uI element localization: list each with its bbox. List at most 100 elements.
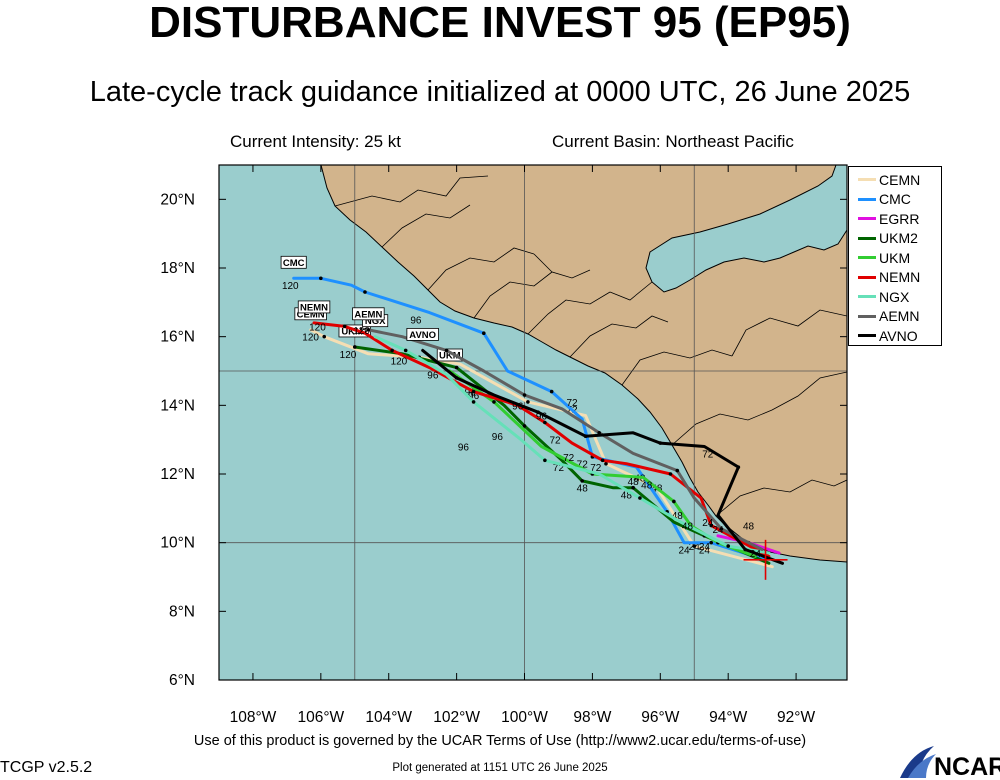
track-point <box>743 547 747 552</box>
legend-swatch <box>858 295 876 299</box>
lon-tick-label: 102°W <box>433 709 480 726</box>
track-point <box>390 348 394 353</box>
tau-label: 96 <box>465 388 477 399</box>
lat-tick-label: 14°N <box>160 397 195 414</box>
tau-label: 96 <box>492 432 504 443</box>
tau-label: 96 <box>427 370 439 381</box>
legend-label: NEMN <box>879 269 921 286</box>
tau-label: 48 <box>672 511 684 522</box>
track-label-box <box>406 327 439 341</box>
tau-label: 96 <box>536 412 548 423</box>
axis-ticks: 108°W 106°W 104°W 102°W 100°W 98°W 96°W 94°W 92°… <box>160 165 847 726</box>
legend-item-egrr: EGRR <box>849 209 941 229</box>
track-line <box>366 328 764 551</box>
track-point <box>580 479 585 483</box>
lat-tick-label: 18°N <box>160 260 195 277</box>
track-point <box>444 348 449 353</box>
tau-label: 96 <box>512 401 524 412</box>
track-point <box>726 544 730 548</box>
legend-label: UKM2 <box>879 230 918 247</box>
track-point <box>471 389 476 394</box>
lon-tick-label: 100°W <box>501 709 548 726</box>
legend-label: CEMN <box>879 171 921 188</box>
track-point <box>709 523 714 528</box>
track-line <box>353 345 771 565</box>
lat-tick-label: 10°N <box>160 535 195 552</box>
legend-label: AVNO <box>879 327 918 344</box>
tau-label: 24 <box>699 542 711 553</box>
track-label: UKM2 <box>341 326 368 337</box>
track-point <box>549 389 554 394</box>
track-label: AVNO <box>409 330 436 341</box>
track-point <box>363 290 367 294</box>
track-label: CEMN <box>297 309 325 320</box>
tau-label: 72 <box>563 453 575 464</box>
tau-label: 120 <box>340 350 357 361</box>
legend-item-cemn: CEMN <box>849 170 941 190</box>
track-point <box>322 334 327 339</box>
tau-label: 120 <box>309 322 326 333</box>
legend-label: EGRR <box>879 210 920 227</box>
legend-label: AEMN <box>879 308 920 325</box>
legend-swatch <box>858 275 876 279</box>
tau-label: 72 <box>566 398 578 409</box>
track-point <box>709 540 714 545</box>
tau-label: 120 <box>282 281 299 292</box>
legend-swatch <box>858 236 876 240</box>
lon-tick-label: 108°W <box>230 709 277 726</box>
track-point <box>342 324 347 329</box>
legend-item-cmc: CMC <box>849 190 941 210</box>
track-point <box>600 458 605 463</box>
track-point <box>403 348 408 353</box>
current-basin: Current Basin: Northeast Pacific <box>552 132 794 151</box>
tau-label: 24 <box>678 546 690 557</box>
track-point <box>492 400 496 404</box>
track-point <box>543 458 547 463</box>
track-point <box>583 434 588 439</box>
lat-tick-label: 8°N <box>169 603 195 620</box>
model-tracks: 24487296120CEMN24487296120CMC24484872961… <box>280 255 784 569</box>
page-title: DISTURBANCE INVEST 95 (EP95) <box>149 0 851 47</box>
tau-label: 48 <box>682 522 694 533</box>
legend-label: CMC <box>879 191 911 208</box>
track-point <box>319 276 323 281</box>
track-label-box <box>280 255 307 269</box>
lon-tick-label: 104°W <box>365 709 412 726</box>
tau-label: 72 <box>577 460 589 471</box>
track-label: NEMN <box>300 302 328 313</box>
tau-label: 96 <box>458 443 470 454</box>
tau-label: 48 <box>577 484 589 495</box>
tau-label: 72 <box>553 463 565 474</box>
track-point <box>522 424 527 428</box>
tau-label: 48 <box>743 522 755 533</box>
legend-label: UKM <box>879 249 911 266</box>
track-point <box>672 499 676 504</box>
track-point <box>658 441 663 445</box>
legend-item-avno: AVNO <box>849 326 941 346</box>
version-label: TCGP v2.5.2 <box>0 759 93 776</box>
tau-label: 72 <box>702 449 714 460</box>
tau-label: 24 <box>702 518 714 529</box>
legend-swatch <box>858 334 876 338</box>
tau-label: 120 <box>302 333 319 344</box>
legend-swatch <box>858 178 876 182</box>
track-label-box <box>297 300 331 314</box>
tau-label: 48 <box>628 477 640 488</box>
lat-tick-label: 20°N <box>160 191 195 208</box>
tau-label: 48 <box>621 491 633 502</box>
track-point <box>736 465 741 469</box>
tau-label: 96 <box>468 391 480 402</box>
tau-label: 48 <box>634 473 646 484</box>
plot-frame <box>218 164 848 681</box>
tau-label: 120 <box>391 357 408 368</box>
legend-item-ukm2: UKM2 <box>849 229 941 249</box>
lat-tick-label: 12°N <box>160 466 195 483</box>
legend-item-nemn: NEMN <box>849 268 941 288</box>
track-label-box <box>436 348 463 362</box>
storm-position <box>743 539 788 580</box>
tau-label: 72 <box>550 436 562 447</box>
track-point <box>638 496 642 500</box>
